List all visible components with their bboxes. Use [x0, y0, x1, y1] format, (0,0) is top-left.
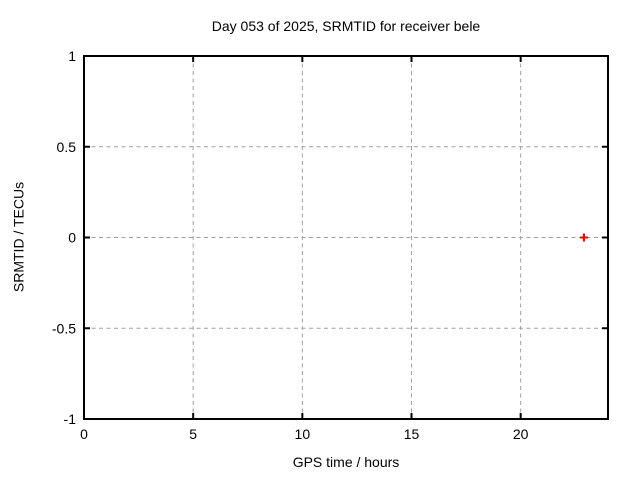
x-axis-label: GPS time / hours — [292, 454, 400, 470]
x-tick-label: 0 — [80, 426, 88, 442]
plot-border — [83, 55, 609, 420]
y-tick-label: 0.5 — [57, 139, 77, 155]
x-tick-label: 10 — [295, 426, 311, 442]
chart-title: Day 053 of 2025, SRMTID for receiver bel… — [211, 18, 481, 34]
x-tick-label: 15 — [404, 426, 420, 442]
y-tick-label: -0.5 — [52, 320, 76, 336]
y-tick-label: 0 — [68, 230, 76, 246]
y-tick-label: -1 — [64, 411, 77, 427]
y-tick-label: 1 — [68, 48, 76, 64]
x-tick-label: 5 — [189, 426, 197, 442]
x-tick-label: 20 — [513, 426, 529, 442]
